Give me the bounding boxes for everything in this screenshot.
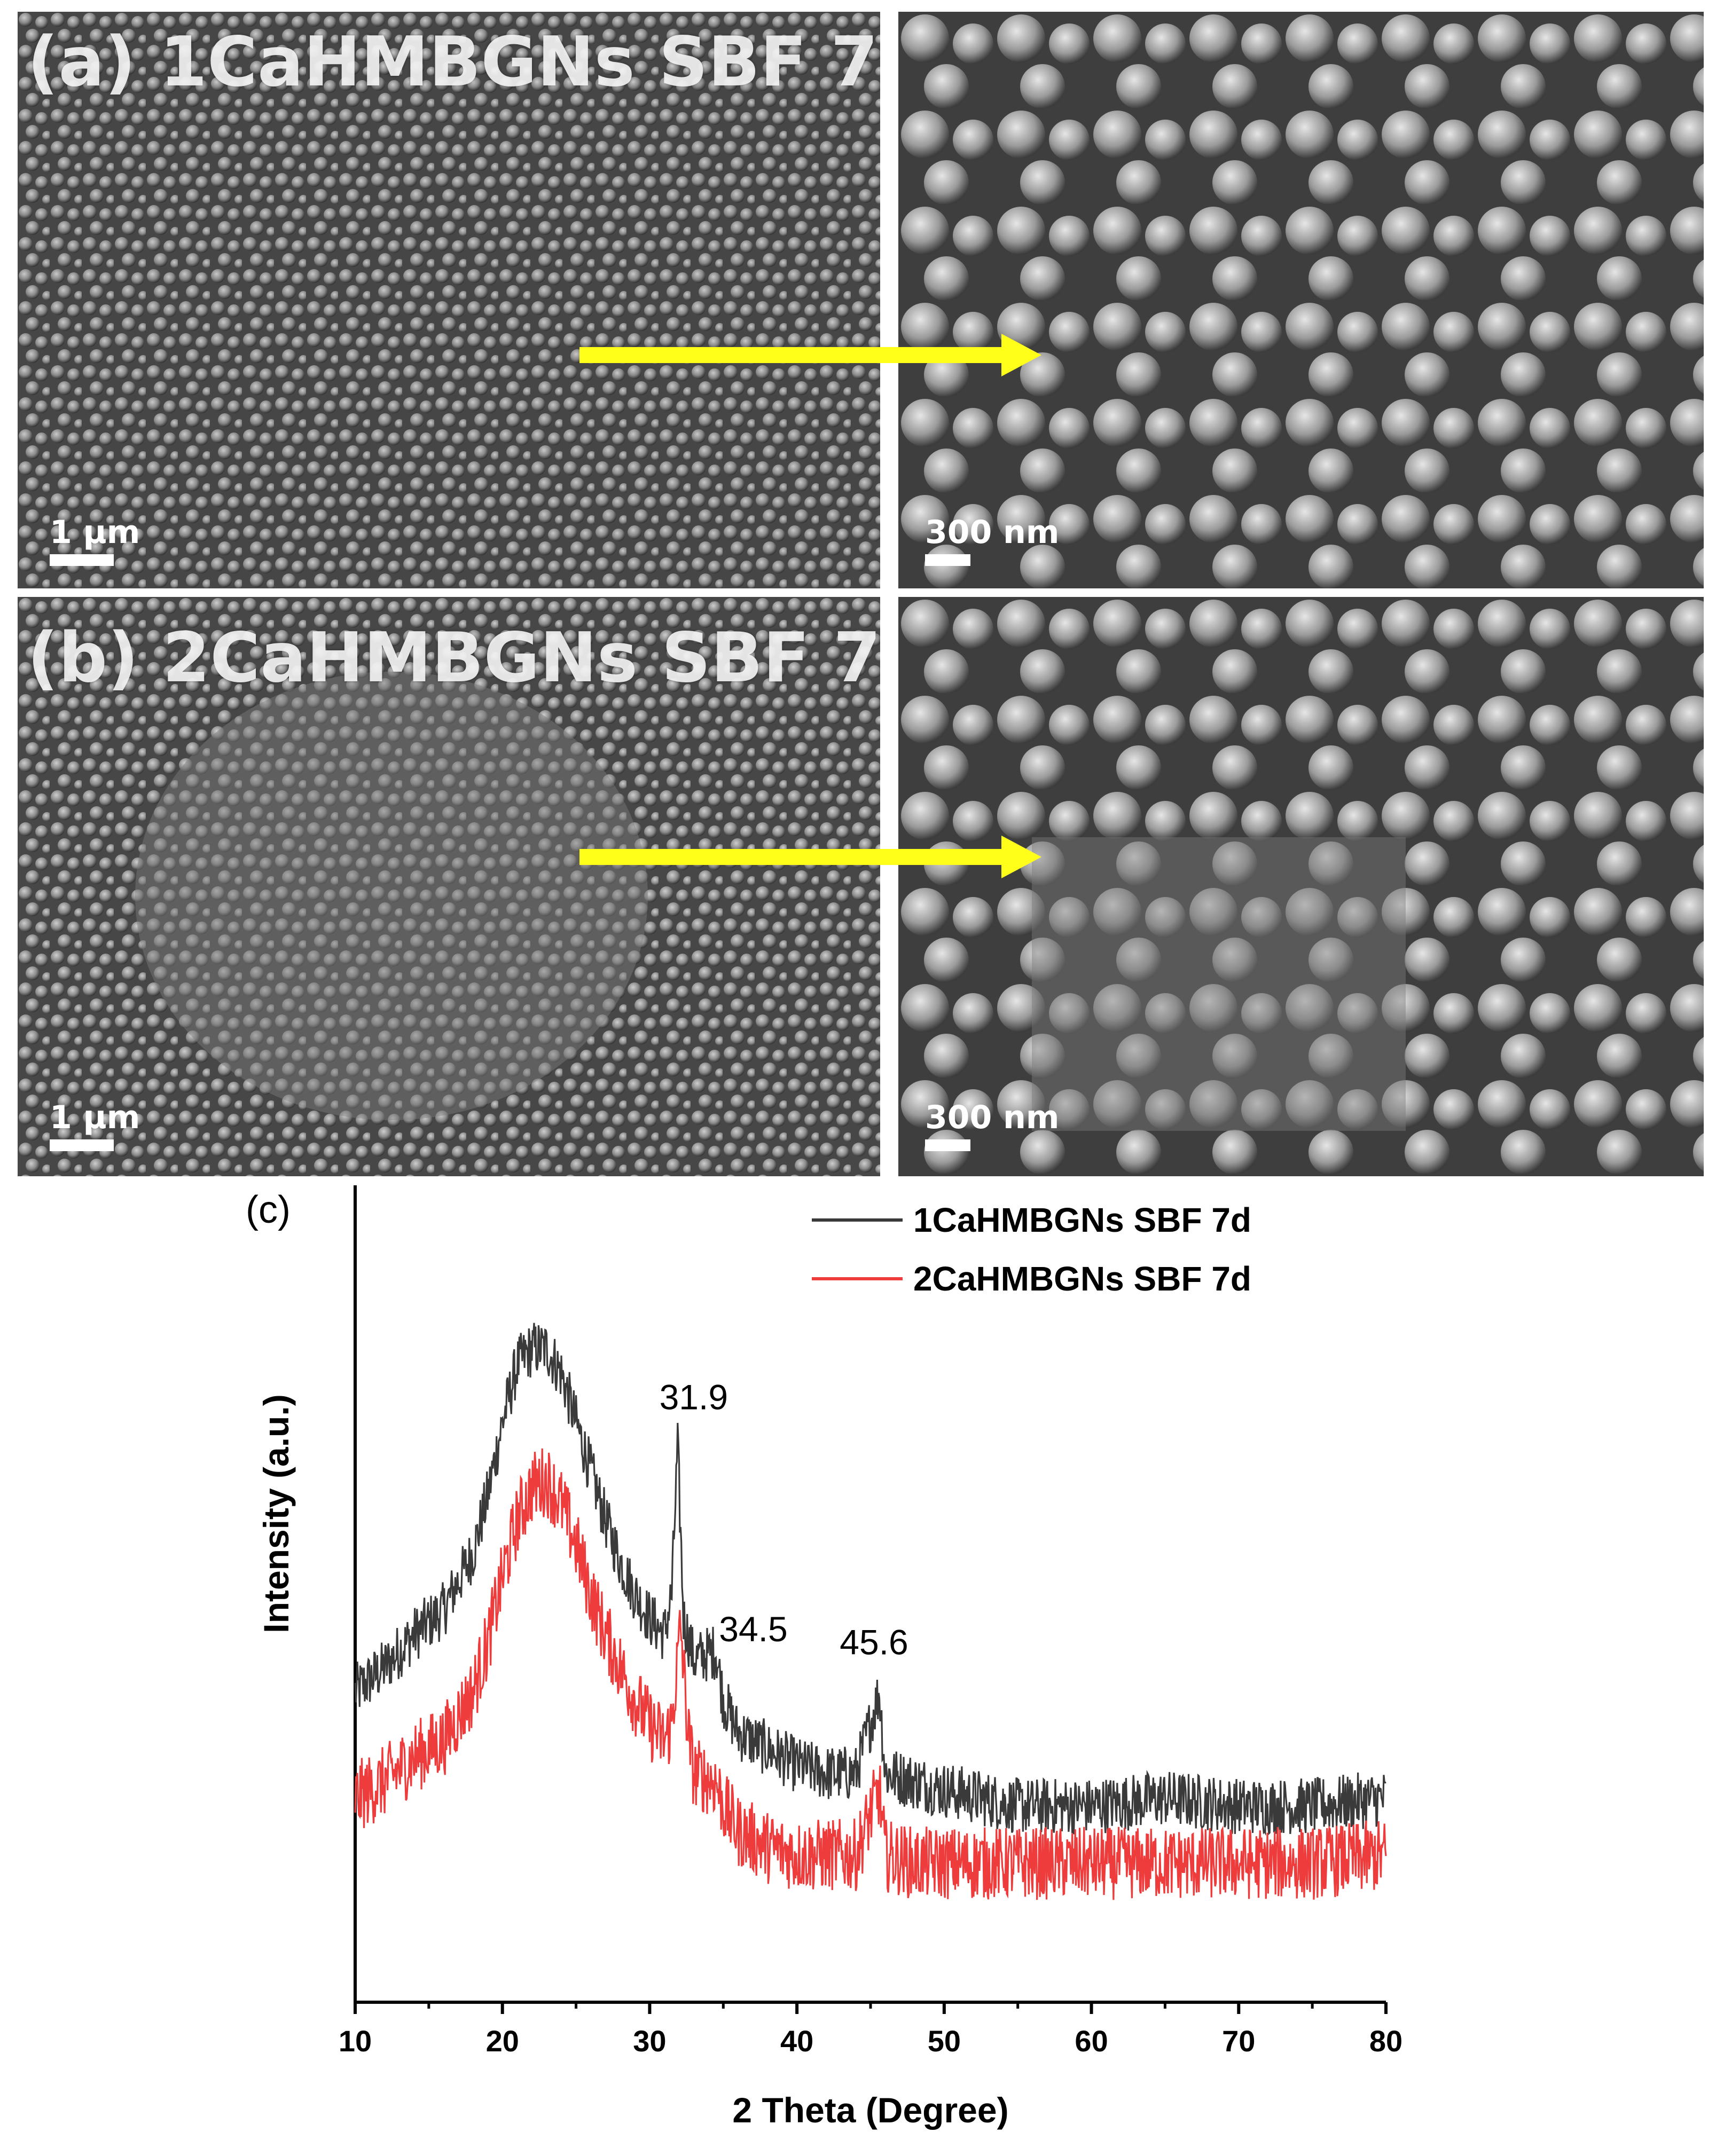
sem-image-b-low-mag: (b) 2CaHMBGNs SBF 7d 1 µm [18,597,880,1176]
panel-b-title: (b) 2CaHMBGNs SBF 7d [27,618,880,698]
x-tick-label: 20 [486,2024,519,2058]
scale-bar-label: 300 nm [925,1099,1060,1136]
series-line [354,1323,1386,1836]
chart-series [354,1323,1387,1900]
panel-c-label: (c) [246,1189,291,1231]
arrow-overlay [579,334,1041,878]
peak-annotation: 45.6 [840,1623,908,1662]
legend-label: 1CaHMBGNs SBF 7d [913,1201,1251,1239]
legend-label: 2CaHMBGNs SBF 7d [913,1260,1251,1298]
scale-bar-label: 1 µm [50,1099,140,1136]
scale-bar-b-right: 300 nm [925,1099,1059,1151]
chart-annotations: 31.9 34.5 45.6 [660,1378,908,1662]
x-tick-label: 30 [633,2024,666,2058]
sem-image-b-high-mag: 300 nm [898,597,1704,1176]
x-tick-label: 60 [1075,2024,1108,2058]
xrd-chart: (c) 10 20 30 40 50 60 70 80 31.9 34.5 45.6 1CaHMB… [246,1185,1402,2130]
panel-a-title: (a) 1CaHMBGNs SBF 7d [27,22,880,102]
chart-axes: 10 20 30 40 50 60 70 80 [339,1185,1402,2058]
series-line [354,1448,1387,1900]
y-axis-title: Intensity (a.u.) [256,1394,296,1633]
x-tick-label: 70 [1222,2024,1255,2058]
sem-image-a-high-mag: 300 nm [898,12,1704,588]
peak-annotation: 34.5 [719,1609,787,1649]
yellow-arrow-a [579,334,1041,376]
chart-legend: 1CaHMBGNs SBF 7d 2CaHMBGNs SBF 7d [812,1201,1251,1298]
sem-image-a-low-mag: (a) 1CaHMBGNs SBF 7d 1 µm [18,12,880,588]
scale-bar-label: 300 nm [925,514,1060,551]
scale-bar-label: 1 µm [50,514,140,551]
x-tick-label: 80 [1369,2024,1402,2058]
scale-bar-a-right: 300 nm [925,514,1059,566]
scale-bar-b-left: 1 µm [50,1099,140,1151]
x-axis-title: 2 Theta (Degree) [732,2090,1008,2130]
x-tick-label: 50 [928,2024,961,2058]
x-tick-label: 40 [780,2024,813,2058]
yellow-arrow-b [579,836,1041,878]
peak-annotation: 31.9 [660,1378,728,1417]
x-tick-label: 10 [339,2024,372,2058]
scale-bar-a-left: 1 µm [50,514,140,566]
